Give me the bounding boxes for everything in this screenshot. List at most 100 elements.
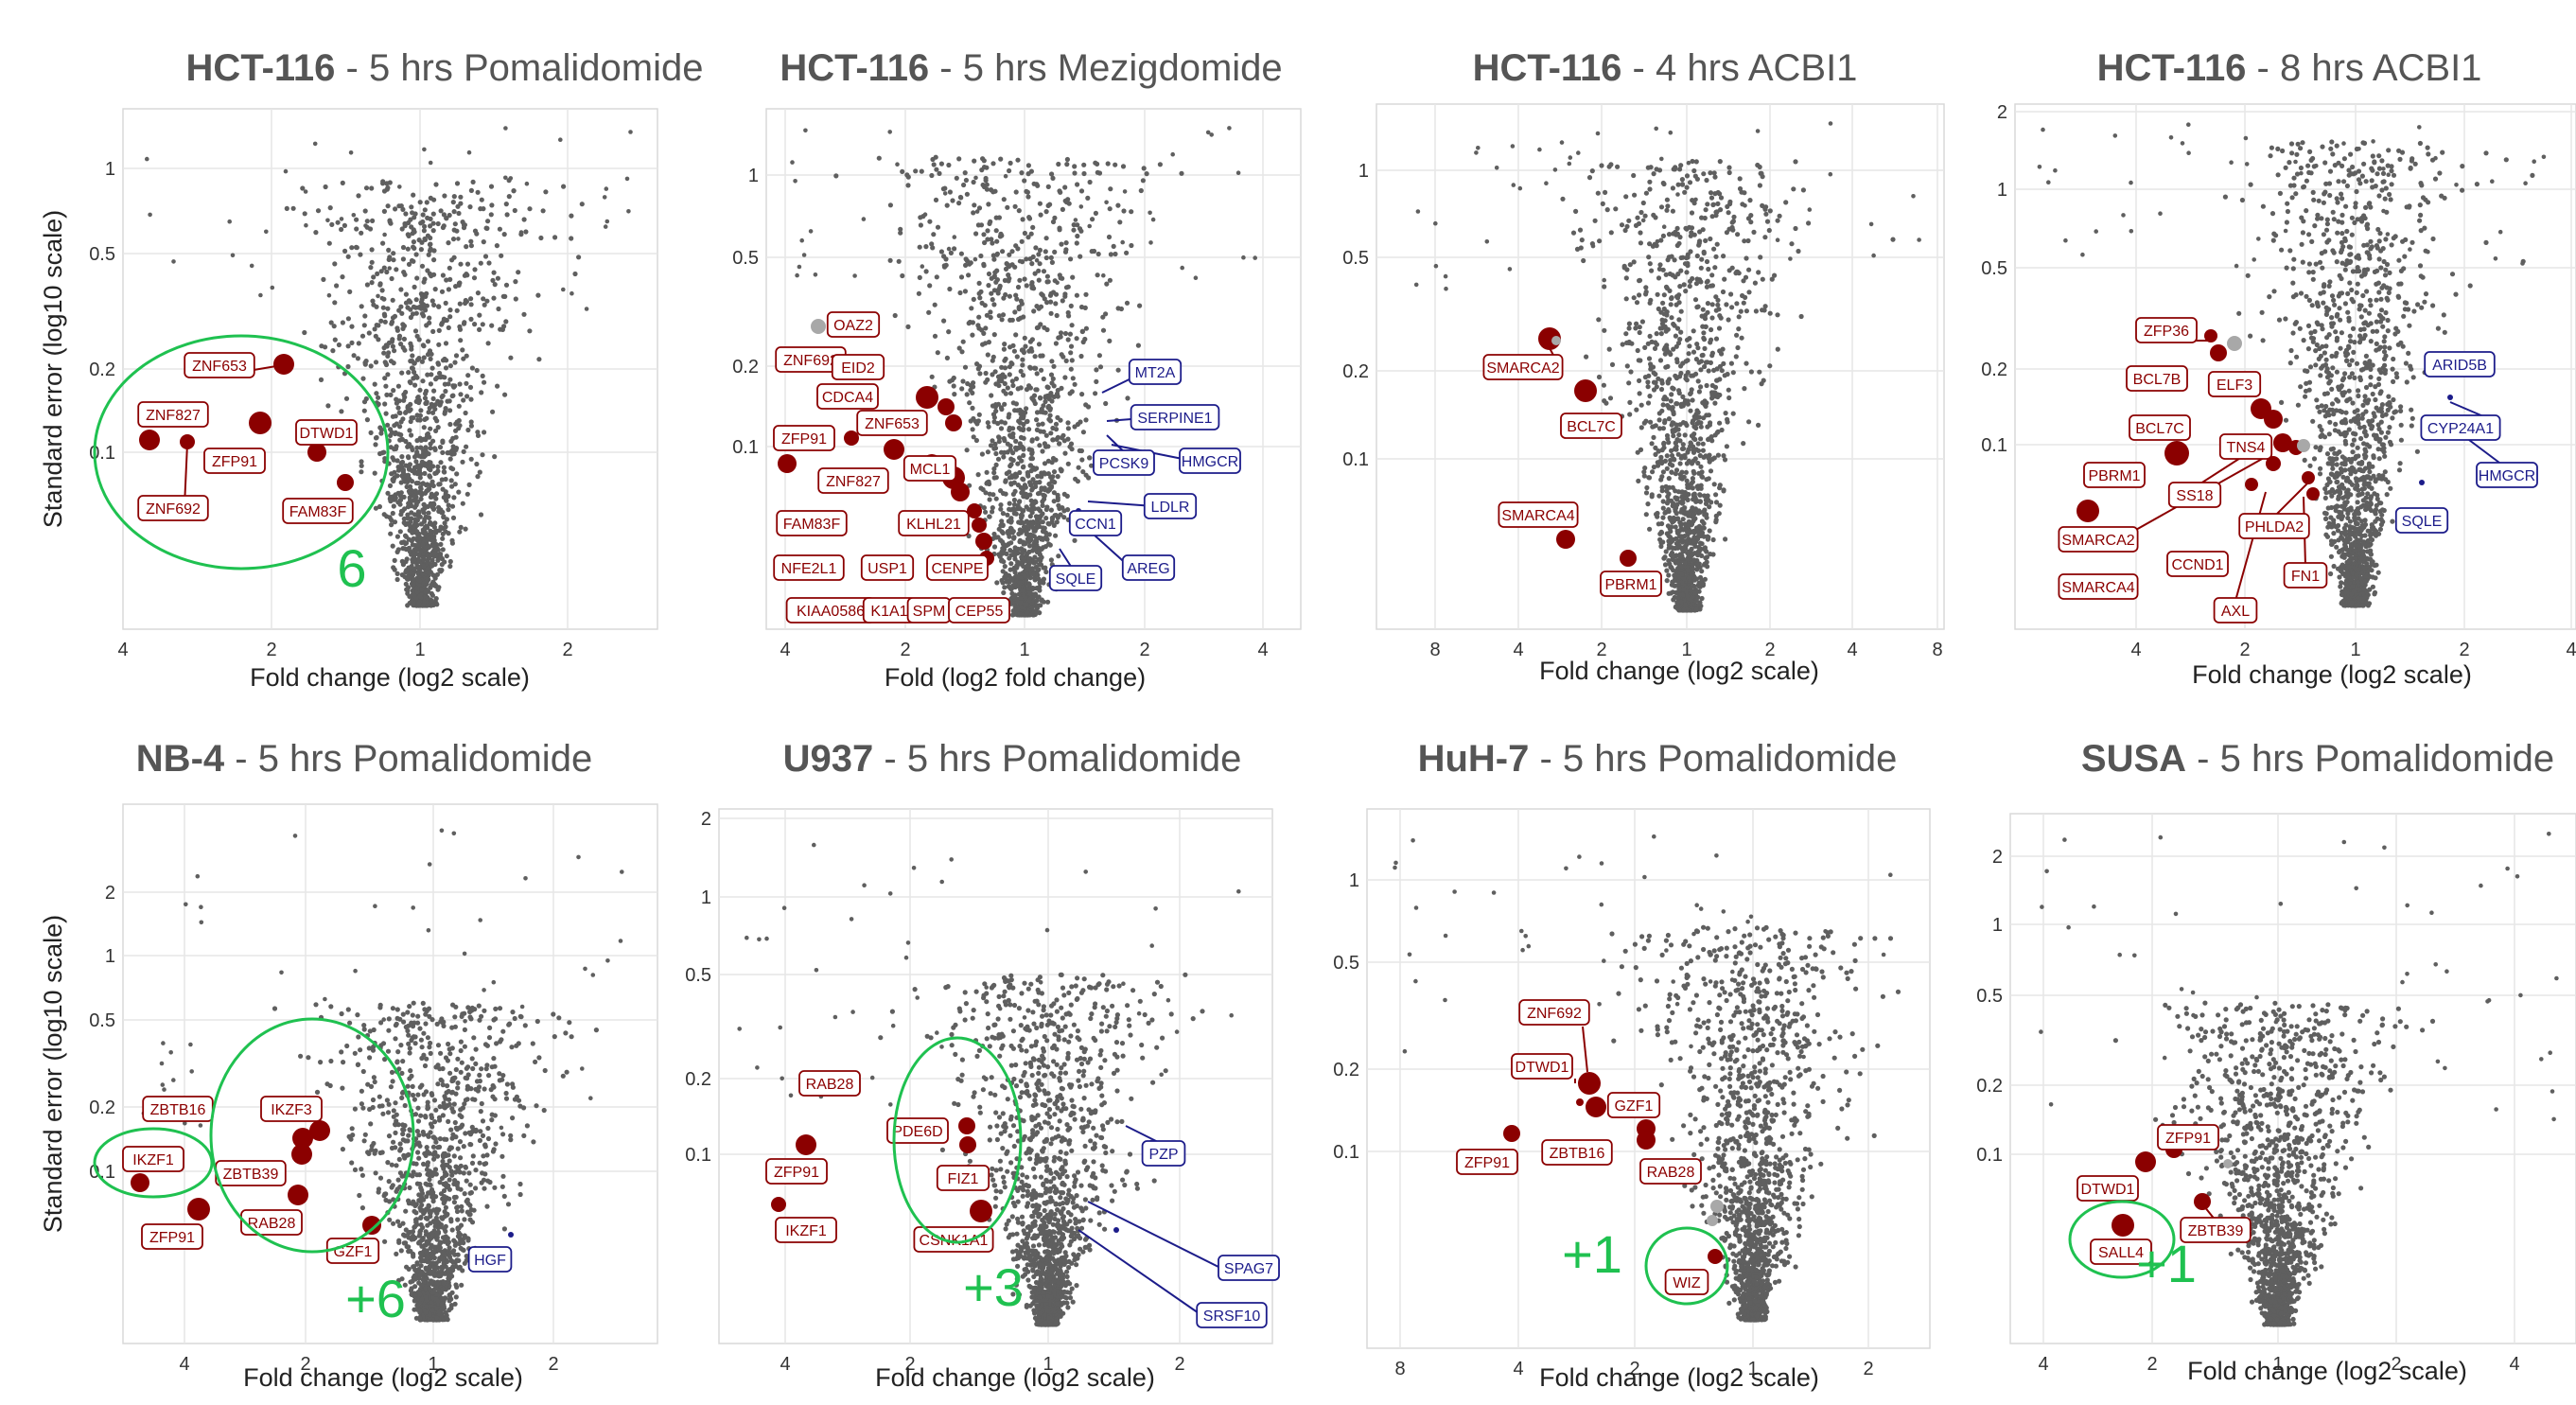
data-point bbox=[1654, 167, 1659, 172]
data-point bbox=[464, 394, 470, 399]
data-point bbox=[970, 405, 975, 411]
data-point bbox=[1018, 427, 1024, 432]
data-point bbox=[524, 181, 530, 186]
data-point bbox=[447, 314, 453, 320]
data-point bbox=[1011, 480, 1017, 485]
x-tick-label: 2 bbox=[900, 640, 910, 660]
data-point bbox=[1048, 372, 1055, 378]
data-point bbox=[584, 307, 589, 311]
data-point bbox=[1063, 200, 1070, 205]
data-point bbox=[995, 456, 1002, 462]
data-point bbox=[518, 230, 524, 235]
data-point bbox=[1692, 436, 1698, 443]
data-point bbox=[1019, 170, 1025, 176]
data-point bbox=[1042, 441, 1047, 447]
data-point bbox=[1065, 337, 1071, 342]
data-point bbox=[1664, 197, 1670, 202]
data-point bbox=[1120, 239, 1125, 245]
data-point bbox=[1057, 505, 1062, 512]
data-point bbox=[934, 274, 939, 280]
gene-label-text: SQLE bbox=[1056, 571, 1096, 588]
data-point bbox=[1713, 336, 1720, 342]
data-point bbox=[441, 469, 447, 475]
data-point bbox=[400, 322, 406, 327]
data-point bbox=[1008, 433, 1014, 439]
data-point bbox=[1051, 383, 1057, 389]
data-point bbox=[1009, 317, 1015, 323]
data-point bbox=[1684, 461, 1690, 466]
data-point bbox=[624, 176, 630, 182]
data-point bbox=[396, 336, 402, 342]
data-point bbox=[1709, 337, 1714, 342]
data-point bbox=[458, 201, 464, 206]
data-point bbox=[1070, 274, 1076, 280]
x-tick-label: 8 bbox=[1932, 640, 1942, 660]
data-point bbox=[377, 450, 383, 457]
data-point bbox=[423, 524, 429, 530]
data-point bbox=[1683, 538, 1689, 544]
data-point bbox=[992, 441, 998, 447]
data-point bbox=[1048, 310, 1054, 316]
data-point bbox=[418, 490, 424, 496]
data-point bbox=[1871, 253, 1876, 258]
data-point bbox=[410, 311, 416, 317]
data-point bbox=[1686, 523, 1691, 530]
data-point bbox=[1039, 367, 1044, 373]
data-point bbox=[441, 316, 447, 322]
data-point bbox=[993, 450, 999, 457]
data-point bbox=[467, 204, 473, 210]
data-point bbox=[475, 432, 482, 438]
data-point bbox=[1010, 601, 1016, 606]
data-point bbox=[1039, 291, 1044, 297]
data-point bbox=[1012, 488, 1018, 495]
data-point bbox=[1760, 307, 1765, 313]
data-point bbox=[975, 472, 981, 478]
data-point bbox=[1108, 186, 1113, 192]
data-point bbox=[412, 581, 417, 587]
data-point bbox=[1717, 485, 1723, 491]
data-point bbox=[2354, 290, 2359, 295]
data-point bbox=[1011, 348, 1017, 354]
data-point bbox=[429, 372, 434, 378]
data-point bbox=[1029, 449, 1035, 455]
data-point bbox=[1701, 525, 1707, 531]
gene-label: ZNF653 bbox=[856, 410, 928, 436]
data-point bbox=[1688, 440, 1693, 446]
data-point bbox=[1642, 213, 1648, 219]
data-point bbox=[1673, 495, 1678, 501]
data-point bbox=[2391, 396, 2396, 403]
data-point bbox=[947, 286, 953, 292]
data-point bbox=[1552, 167, 1558, 172]
data-point bbox=[430, 483, 436, 489]
data-point bbox=[1692, 415, 1698, 421]
y-tick-label: 0.1 bbox=[1981, 435, 2007, 456]
data-point bbox=[1638, 402, 1644, 408]
x-tick-label: 4 bbox=[117, 640, 128, 660]
data-point bbox=[1668, 457, 1674, 464]
data-point bbox=[1573, 208, 1579, 214]
data-point bbox=[1714, 430, 1720, 435]
data-point bbox=[432, 287, 438, 292]
data-point bbox=[356, 341, 361, 346]
data-point bbox=[398, 432, 404, 438]
data-point bbox=[395, 547, 401, 553]
data-point bbox=[1723, 411, 1728, 416]
data-point bbox=[405, 603, 411, 608]
data-point bbox=[535, 292, 541, 298]
data-point bbox=[421, 557, 427, 563]
data-point bbox=[1687, 343, 1692, 349]
data-point bbox=[1079, 457, 1085, 463]
data-point bbox=[349, 340, 355, 345]
data-point bbox=[1715, 201, 1721, 206]
data-point bbox=[435, 361, 442, 367]
data-point bbox=[2280, 148, 2286, 154]
data-point bbox=[452, 360, 458, 365]
data-point bbox=[990, 240, 995, 246]
data-point bbox=[2386, 290, 2392, 295]
data-point bbox=[435, 220, 441, 227]
data-point bbox=[1666, 572, 1672, 578]
highlight-point bbox=[884, 439, 904, 460]
data-point bbox=[1648, 297, 1654, 303]
data-point bbox=[1019, 513, 1025, 518]
data-point bbox=[1603, 189, 1608, 195]
